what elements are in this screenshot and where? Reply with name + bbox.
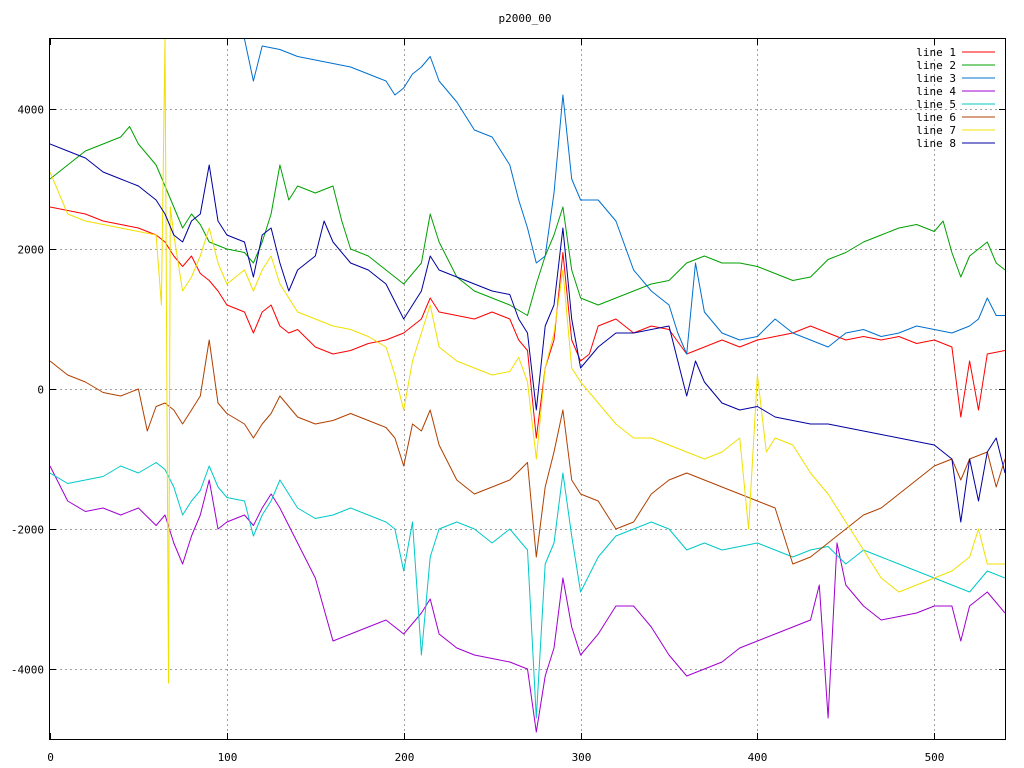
y-tick-label: 0 (37, 384, 44, 397)
x-tick-label: 100 (218, 751, 238, 764)
series-line-5 (50, 462, 1005, 719)
axis-ticks: 0 100 200 300 400 500 -4000 -2000 0 2000 4000 (11, 39, 1005, 764)
legend-label-6: line 6 (916, 111, 956, 124)
legend-label-2: line 2 (916, 59, 956, 72)
y-tick-label: 2000 (18, 244, 45, 257)
x-tick-label: 200 (395, 751, 415, 764)
x-tick-label: 400 (748, 751, 768, 764)
y-tick-label: 4000 (18, 104, 45, 117)
legend-label-8: line 8 (916, 137, 956, 150)
legend-label-5: line 5 (916, 98, 956, 111)
y-tick-label: -2000 (11, 524, 44, 537)
chart-title: p2000_00 (499, 12, 552, 25)
legend-label-4: line 4 (916, 85, 956, 98)
legend-label-1: line 1 (916, 46, 956, 59)
x-tick-label: 0 (47, 751, 54, 764)
series-line-4 (50, 465, 1005, 733)
series-line-1 (50, 206, 1005, 439)
series-line-2 (50, 126, 1005, 316)
series-line-6 (50, 339, 1005, 565)
x-tick-label: 500 (925, 751, 945, 764)
y-tick-label: -4000 (11, 664, 44, 677)
x-tick-label: 300 (572, 751, 592, 764)
series-line-7 (50, 39, 1005, 684)
series-line-3 (243, 39, 1005, 355)
series-line-8 (50, 143, 1005, 523)
legend-label-7: line 7 (916, 124, 956, 137)
series-lines (50, 39, 1005, 733)
legend-label-3: line 3 (916, 72, 956, 85)
plot-frame (49, 38, 1006, 740)
